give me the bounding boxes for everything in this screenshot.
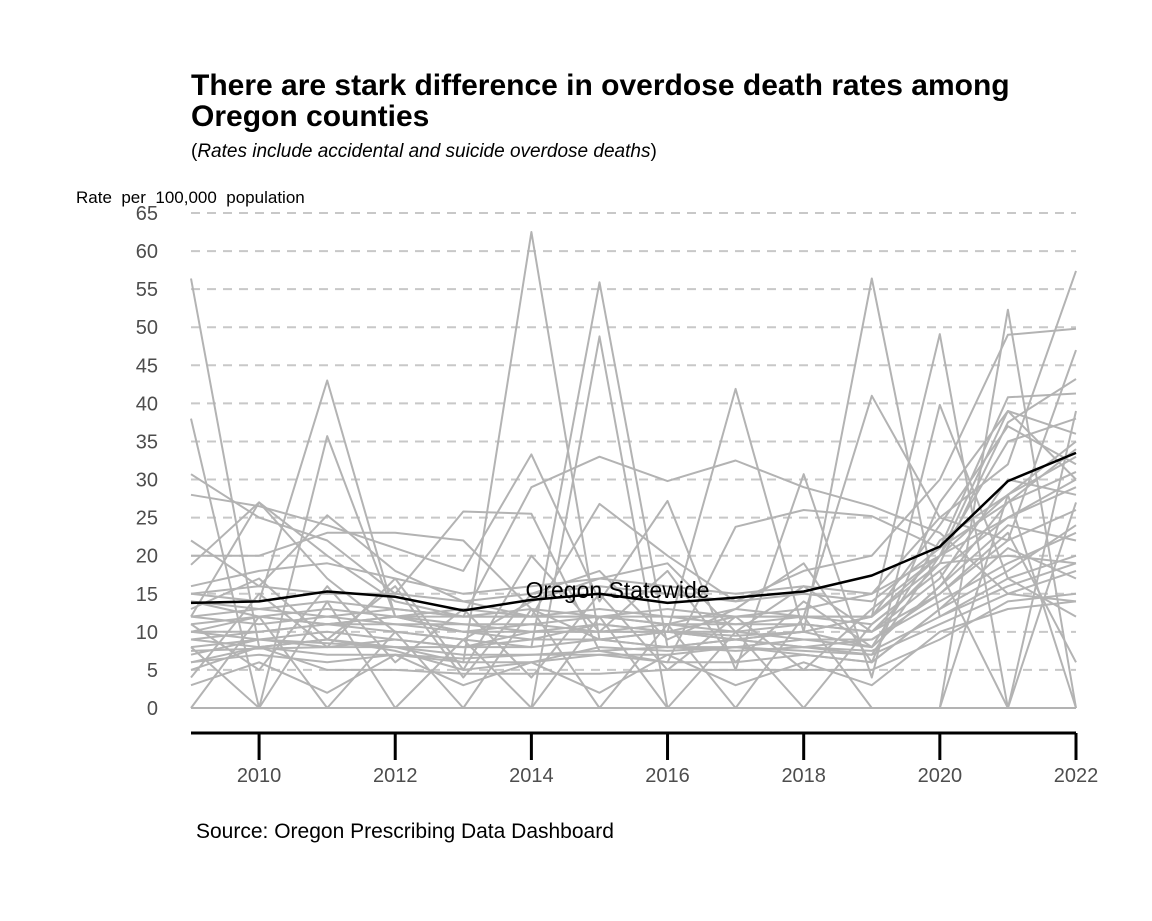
y-tick-label: 40 <box>136 393 158 415</box>
statewide-series-label: Oregon Statewide <box>525 577 709 603</box>
x-tick-label: 2010 <box>237 765 282 787</box>
y-axis-label: Rate per 100,000 population <box>76 188 305 207</box>
y-tick-label: 35 <box>136 431 158 453</box>
y-tick-label: 65 <box>136 203 158 225</box>
x-tick-label: 2020 <box>918 765 963 787</box>
y-tick-label: 25 <box>136 508 158 530</box>
county-series-line <box>190 600 1077 694</box>
statewide-series: Oregon Statewide <box>190 451 1077 612</box>
county-series-line <box>190 592 1077 675</box>
county-series-line <box>191 478 1077 633</box>
y-tick-label: 55 <box>136 279 158 301</box>
county-series-line <box>190 547 1077 664</box>
county-series-line <box>190 554 1077 618</box>
county-series-line <box>190 417 1077 679</box>
y-tick-label: 15 <box>136 584 158 606</box>
y-tick-label: 45 <box>136 355 158 377</box>
county-series-line <box>190 455 1077 679</box>
x-tick-label: 2018 <box>781 765 826 787</box>
county-series-line <box>190 562 1077 656</box>
x-tick-label: 2012 <box>373 765 418 787</box>
y-tick-label: 30 <box>136 470 158 492</box>
y-tick-label: 0 <box>147 698 158 720</box>
chart-subtitle: (Rates include accidental and suicide ov… <box>191 141 657 163</box>
x-tick-label: 2022 <box>1054 765 1099 787</box>
county-series-line <box>190 448 1077 603</box>
y-tick-label: 20 <box>136 546 158 568</box>
y-tick-label: 60 <box>136 241 158 263</box>
source-note: Source: Oregon Prescribing Data Dashboar… <box>196 820 614 843</box>
y-tick-label: 5 <box>147 660 158 682</box>
x-axis: 2010 2012 2014 2016 2018 2020 2022 <box>191 731 1099 787</box>
subtitle-close-paren: ) <box>650 141 657 162</box>
y-tick-label: 10 <box>136 622 158 644</box>
county-series-line <box>190 509 1077 633</box>
chart-title: There are stark difference in overdose d… <box>191 69 1010 133</box>
subtitle-text: Rates include accidental and suicide ove… <box>197 141 651 162</box>
x-tick-label: 2016 <box>645 765 690 787</box>
county-series-line <box>190 531 1077 663</box>
county-series-line <box>190 392 1077 664</box>
county-series-line <box>190 378 1077 641</box>
county-series-lines <box>190 231 1077 709</box>
county-series-line <box>190 327 1077 618</box>
county-series-line <box>190 410 1077 679</box>
subtitle-open-paren: ( <box>191 141 198 162</box>
county-series-line <box>190 403 1077 679</box>
county-series-line <box>190 569 1077 664</box>
county-series-line <box>190 486 1077 626</box>
x-tick-label: 2014 <box>509 765 554 787</box>
y-axis: 0 5 10 15 20 25 30 35 40 45 50 55 60 65 <box>136 203 158 720</box>
statewide-series-line <box>190 451 1077 612</box>
y-tick-label: 50 <box>136 317 158 339</box>
county-series-line <box>190 410 1077 595</box>
